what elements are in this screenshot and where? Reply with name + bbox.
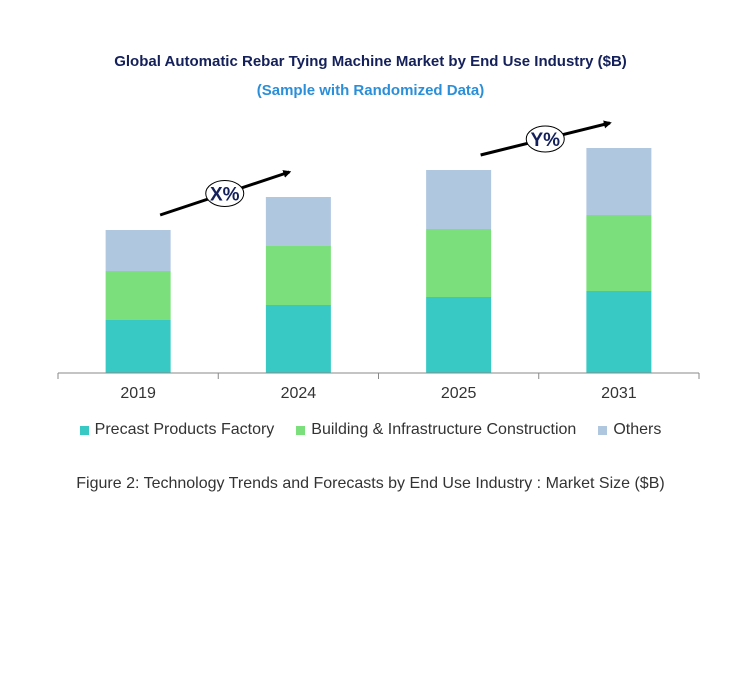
growth-label: Y% — [530, 130, 560, 151]
bar-segment — [586, 215, 652, 291]
legend-label: Others — [613, 421, 662, 438]
legend-label: Precast Products Factory — [94, 421, 275, 438]
legend-swatch — [598, 425, 608, 435]
chart-title: Global Automatic Rebar Tying Machine Mar… — [114, 53, 627, 70]
x-tick-label: 2019 — [120, 385, 156, 402]
legend-item: Precast Products Factory — [79, 421, 275, 439]
x-tick-label: 2024 — [281, 385, 317, 402]
growth-label-ellipse — [525, 125, 565, 153]
bar-segment — [105, 271, 171, 320]
growth-label: X% — [210, 185, 240, 206]
bar-segment — [105, 230, 171, 271]
bar-segment — [265, 305, 331, 373]
legend-item: Building & Infrastructure Construction — [296, 421, 576, 439]
bar-segment — [586, 291, 652, 373]
bar-segment — [265, 197, 331, 246]
bar-segment — [265, 246, 331, 305]
bar-segment — [105, 320, 171, 373]
bar-segment — [426, 297, 492, 373]
legend: Precast Products Factory Building & Infr… — [0, 421, 741, 439]
chart-subtitle: (Sample with Randomized Data) — [256, 82, 485, 99]
x-tick-label: 2031 — [601, 385, 637, 402]
figure-caption: Figure 2: Technology Trends and Forecast… — [76, 475, 665, 492]
legend-item: Others — [598, 421, 661, 439]
legend-swatch — [296, 425, 306, 435]
legend-swatch — [79, 425, 89, 435]
growth-label-ellipse — [205, 180, 245, 207]
x-tick-label: 2025 — [441, 385, 477, 402]
bar-segment — [426, 170, 492, 229]
bar-segment — [586, 148, 652, 215]
bar-segment — [426, 229, 492, 297]
legend-label: Building & Infrastructure Construction — [311, 421, 577, 438]
